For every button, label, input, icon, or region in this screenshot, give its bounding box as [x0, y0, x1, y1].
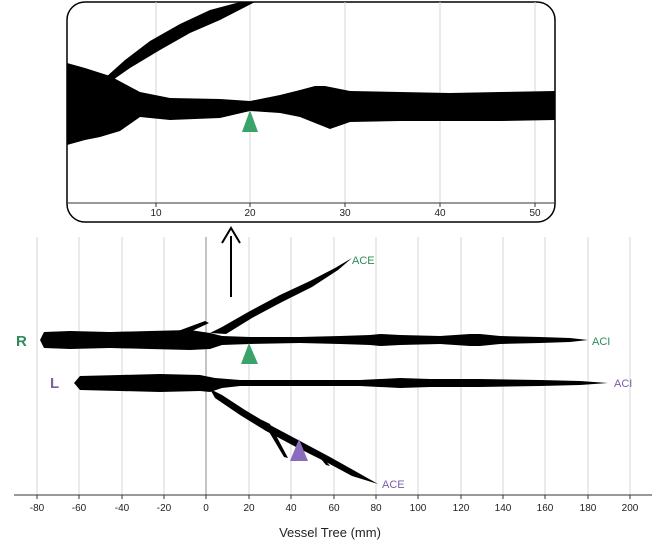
- right-side-letter: R: [16, 333, 27, 350]
- right-side-branch: [178, 321, 209, 332]
- inset-aci-vessel: [67, 63, 555, 145]
- inset-tick-label: 40: [434, 208, 446, 219]
- inset-panel: 10 20 30 40 50: [66, 1, 556, 223]
- main-panel: -80 -60 -40 -20 0 20 40 60 80 100 120 14…: [14, 226, 652, 540]
- tick-label: 40: [285, 503, 297, 514]
- left-side-letter: L: [50, 375, 59, 392]
- left-aci-vessel: [74, 374, 608, 392]
- inset-ace-vessel: [105, 2, 255, 82]
- right-aci-vessel: [40, 330, 588, 350]
- inset-tick-label: 10: [150, 208, 162, 219]
- tick-label: 200: [622, 503, 639, 514]
- main-tick-labels: -80 -60 -40 -20 0 20 40 60 80 100 120 14…: [30, 503, 639, 514]
- inset-tick-label: 50: [529, 208, 541, 219]
- tick-label: -60: [72, 503, 87, 514]
- green-stenosis-marker: [241, 343, 258, 364]
- right-aci-label: ACI: [592, 336, 610, 348]
- tick-label: -20: [157, 503, 172, 514]
- tick-label: -40: [115, 503, 130, 514]
- tick-label: 20: [243, 503, 255, 514]
- tick-label: 80: [370, 503, 382, 514]
- left-side-branch: [262, 420, 288, 458]
- inset-tick-label: 30: [339, 208, 351, 219]
- tick-label: 60: [328, 503, 340, 514]
- left-aci-label: ACI: [614, 378, 632, 390]
- tick-label: -80: [30, 503, 45, 514]
- left-ace-label: ACE: [382, 479, 405, 491]
- left-ace-vessel: [210, 389, 378, 484]
- tick-label: 100: [410, 503, 427, 514]
- purple-stenosis-marker: [290, 439, 308, 461]
- tick-label: 0: [203, 503, 209, 514]
- right-ace-vessel: [210, 258, 352, 334]
- inset-tick-label: 20: [244, 208, 256, 219]
- main-gridlines: [36, 237, 631, 495]
- inset-green-marker: [242, 110, 258, 132]
- right-ace-label: ACE: [352, 255, 375, 267]
- x-axis-title: Vessel Tree (mm): [279, 525, 381, 540]
- tick-label: 120: [453, 503, 470, 514]
- inset-vessels: [67, 2, 555, 145]
- main-axis-ticks: [36, 495, 631, 499]
- inset-tick-labels: 10 20 30 40 50: [150, 208, 541, 219]
- left-vessel-tree: [74, 374, 608, 484]
- left-side-branch: [312, 448, 330, 466]
- inset-axis-ticks: [155, 203, 536, 207]
- zoom-arrow: [221, 226, 241, 297]
- right-vessel-tree: [40, 258, 588, 350]
- tick-label: 160: [537, 503, 554, 514]
- tick-label: 140: [495, 503, 512, 514]
- tick-label: 180: [580, 503, 597, 514]
